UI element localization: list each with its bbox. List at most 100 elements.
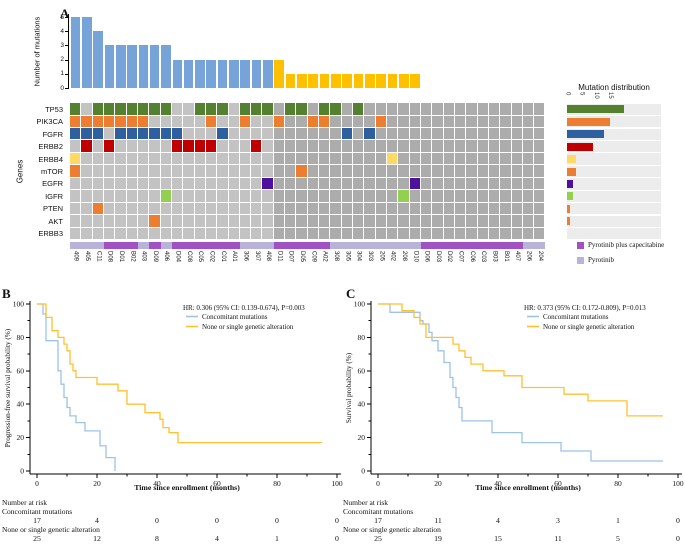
distribution-bar xyxy=(567,217,570,226)
oncoprint-mutation-cell xyxy=(92,103,103,115)
oncoprint-empty-cell xyxy=(81,152,92,165)
mutation-count-bar xyxy=(331,73,341,88)
oncoprint-mutation-cell xyxy=(70,127,81,140)
panel-b-label: B xyxy=(2,286,11,301)
mutation-count-bar xyxy=(93,31,103,88)
mutation-count-bar xyxy=(410,73,420,88)
count-tick-label: 2 xyxy=(60,56,64,64)
mutation-count-bar xyxy=(104,45,115,88)
mutation-count-bar xyxy=(342,73,352,88)
oncoprint-empty-cell xyxy=(488,127,500,140)
sample-id-label: 208 xyxy=(400,251,407,262)
oncoprint-mutation-cell xyxy=(194,140,205,152)
oncoprint-empty-cell xyxy=(387,140,398,152)
oncoprint-empty-cell xyxy=(443,152,454,165)
oncoprint-empty-cell xyxy=(432,202,443,215)
oncoprint-empty-cell xyxy=(319,227,330,239)
oncoprint-empty-cell xyxy=(500,103,511,115)
oncoprint-empty-cell xyxy=(353,115,364,127)
mutation-count-bar xyxy=(217,59,228,88)
oncoprint-empty-cell xyxy=(251,152,262,165)
oncoprint-empty-cell xyxy=(375,190,386,202)
oncoprint-empty-cell xyxy=(466,103,477,115)
km-x-tick-label: 40 xyxy=(153,479,161,488)
oncoprint-empty-cell xyxy=(183,177,194,190)
oncoprint-empty-cell xyxy=(205,202,217,215)
oncoprint-empty-cell xyxy=(217,165,228,177)
oncoprint-empty-cell xyxy=(228,227,239,239)
treatment-strip-segment xyxy=(217,242,229,249)
oncoprint-empty-cell xyxy=(443,165,454,177)
oncoprint-mutation-cell xyxy=(353,103,364,115)
distribution-row-bg xyxy=(567,178,661,190)
oncoprint-mutation-cell xyxy=(217,103,228,115)
sample-id-label: D03 xyxy=(434,251,441,263)
oncoprint-empty-cell xyxy=(534,140,545,152)
oncoprint-empty-cell xyxy=(285,215,296,227)
oncoprint-empty-cell xyxy=(319,177,330,190)
oncoprint-empty-cell xyxy=(375,165,386,177)
oncoprint-empty-cell xyxy=(273,190,285,202)
oncoprint-empty-cell xyxy=(296,152,307,165)
oncoprint-empty-cell xyxy=(364,115,375,127)
oncoprint-empty-cell xyxy=(126,152,137,165)
oncoprint-empty-cell xyxy=(92,227,103,239)
risk-table-value: 15 xyxy=(494,534,502,543)
oncoprint-empty-cell xyxy=(183,165,194,177)
mutation-count-bar xyxy=(206,59,217,88)
mutation-count-bar xyxy=(274,59,285,88)
count-axis-label: Number of mutations xyxy=(32,16,42,87)
oncoprint-empty-cell xyxy=(488,115,500,127)
treatment-strip-segment xyxy=(420,242,433,249)
oncoprint-empty-cell xyxy=(285,115,296,127)
oncoprint-empty-cell xyxy=(115,202,126,215)
oncoprint-empty-cell xyxy=(375,177,386,190)
oncoprint-empty-cell xyxy=(149,177,160,190)
oncoprint-empty-cell xyxy=(398,165,409,177)
distribution-row-bg xyxy=(567,140,661,153)
sample-id-label: B03 xyxy=(491,251,498,262)
oncoprint-mutation-cell xyxy=(137,127,149,140)
oncoprint-empty-cell xyxy=(239,227,251,239)
oncoprint-mutation-cell xyxy=(409,177,420,190)
oncoprint-empty-cell xyxy=(534,215,545,227)
oncoprint-empty-cell xyxy=(330,177,341,190)
risk-table-value: 4 xyxy=(95,516,99,525)
oncoprint-empty-cell xyxy=(296,215,307,227)
sample-id-label: 306 xyxy=(242,251,249,262)
count-tick-label: 4 xyxy=(60,27,64,35)
distribution-tick-label: 0 xyxy=(564,92,571,96)
oncoprint-empty-cell xyxy=(500,215,511,227)
oncoprint-empty-cell xyxy=(466,152,477,165)
gene-label: PIK3CA xyxy=(36,117,63,127)
oncoprint-mutation-cell xyxy=(149,127,160,140)
oncoprint-empty-cell xyxy=(126,165,137,177)
mutation-count-bar xyxy=(319,73,330,88)
km-y-tick-label: 60 xyxy=(358,366,366,375)
mutation-count-bar xyxy=(398,73,409,88)
oncoprint-empty-cell xyxy=(104,177,115,190)
oncoprint-empty-cell xyxy=(92,165,103,177)
oncoprint-empty-cell xyxy=(217,215,228,227)
oncoprint-empty-cell xyxy=(534,165,545,177)
sample-id-label: B02 xyxy=(129,251,136,262)
oncoprint-empty-cell xyxy=(194,202,205,215)
treatment-strip-segment xyxy=(398,242,410,249)
treatment-strip-segment xyxy=(454,242,467,249)
treatment-strip-segment xyxy=(70,242,82,249)
oncoprint-empty-cell xyxy=(285,227,296,239)
oncoprint-mutation-cell xyxy=(217,127,228,140)
oncoprint-empty-cell xyxy=(330,215,341,227)
risk-table-value: 25 xyxy=(374,534,382,543)
oncoprint-empty-cell xyxy=(409,152,420,165)
oncoprint-empty-cell xyxy=(420,215,432,227)
oncoprint-empty-cell xyxy=(160,202,171,215)
oncoprint-empty-cell xyxy=(115,165,126,177)
oncoprint-empty-cell xyxy=(251,127,262,140)
distribution-bar xyxy=(567,179,573,188)
oncoprint-mutation-cell xyxy=(160,127,171,140)
oncoprint-empty-cell xyxy=(500,152,511,165)
km-x-tick-label: 60 xyxy=(213,479,221,488)
oncoprint-empty-cell xyxy=(273,152,285,165)
legend-swatch-pyrotinib xyxy=(577,257,584,264)
